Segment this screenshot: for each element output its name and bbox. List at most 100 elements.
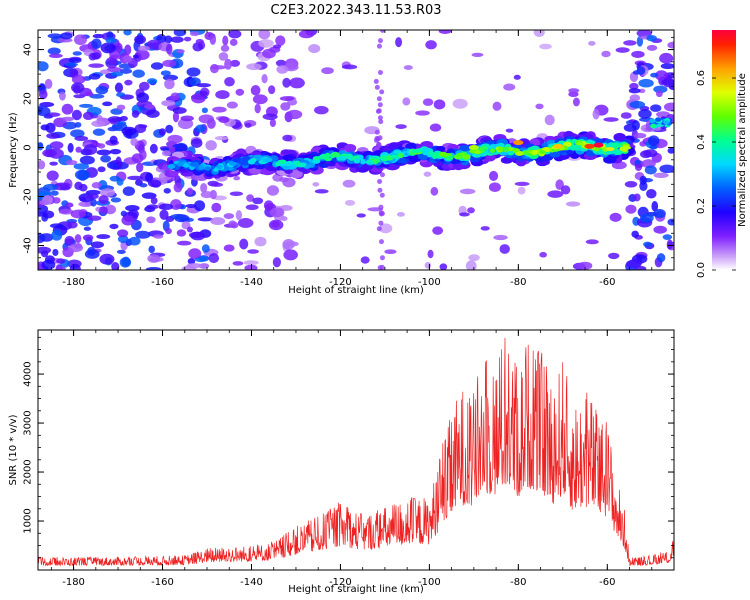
noise-blob bbox=[185, 203, 197, 208]
noise-blob bbox=[633, 132, 647, 139]
noise-blob bbox=[58, 208, 74, 215]
signal-peak bbox=[513, 140, 524, 146]
noise-blob bbox=[650, 72, 659, 78]
snr-frame bbox=[37, 329, 675, 571]
noise-blob bbox=[425, 40, 437, 50]
noise-blob bbox=[125, 204, 140, 212]
noise-blob bbox=[49, 141, 64, 150]
noise-blob bbox=[88, 63, 104, 68]
noise-blob bbox=[220, 44, 230, 52]
noise-blob bbox=[75, 146, 82, 153]
noise-blob bbox=[68, 243, 84, 253]
noise-blob bbox=[565, 201, 581, 207]
noise-blob bbox=[379, 192, 385, 198]
noise-blob bbox=[666, 239, 673, 250]
noise-blob bbox=[92, 128, 106, 136]
noise-blob bbox=[188, 77, 201, 87]
noise-blob bbox=[52, 248, 59, 257]
noise-blob bbox=[52, 197, 61, 204]
noise-blob bbox=[49, 161, 58, 166]
noise-blob bbox=[128, 236, 141, 246]
noise-blob bbox=[98, 195, 109, 205]
noise-blob bbox=[198, 114, 214, 124]
noise-blob bbox=[123, 30, 132, 36]
noise-blob bbox=[452, 98, 468, 109]
noise-blob bbox=[109, 223, 119, 230]
noise-blob bbox=[378, 204, 384, 210]
noise-blob bbox=[181, 265, 197, 270]
noise-blob bbox=[146, 216, 156, 224]
colorbar-label: Normalized spectral amplitude bbox=[737, 73, 748, 227]
noise-blob bbox=[639, 175, 647, 186]
noise-blob bbox=[218, 52, 229, 61]
noise-blob bbox=[56, 258, 66, 264]
noise-blob bbox=[86, 193, 99, 200]
noise-blob bbox=[653, 85, 668, 94]
noise-blob bbox=[55, 266, 66, 270]
signal-blob bbox=[398, 153, 404, 159]
noise-blob bbox=[99, 188, 116, 197]
noise-blob bbox=[505, 128, 514, 133]
noise-blob bbox=[176, 240, 192, 246]
noise-blob bbox=[373, 78, 379, 84]
noise-blob bbox=[46, 170, 59, 181]
noise-blob bbox=[160, 70, 171, 76]
signal-blob bbox=[189, 162, 198, 167]
noise-blob bbox=[422, 98, 434, 106]
noise-blob bbox=[49, 223, 64, 229]
noise-blob bbox=[64, 62, 78, 67]
noise-blob bbox=[201, 107, 208, 114]
noise-blob bbox=[84, 91, 94, 97]
colorbar: 0.0 0.2 0.4 0.6 Normalized spectral amplitu… bbox=[696, 30, 748, 278]
snr-x-ticks: -180 -160 -140 -120 -100 -80 -60 bbox=[50, 330, 675, 588]
snr-x-tick-label: -60 bbox=[599, 577, 615, 588]
noise-blob bbox=[659, 164, 674, 174]
noise-blob bbox=[96, 149, 112, 156]
noise-blob bbox=[459, 212, 470, 217]
noise-blob bbox=[223, 213, 235, 219]
noise-blob bbox=[115, 156, 122, 168]
noise-blob bbox=[195, 38, 204, 44]
noise-blob bbox=[173, 30, 187, 37]
signal-blob bbox=[347, 155, 354, 161]
noise-blob bbox=[107, 59, 117, 65]
noise-blob bbox=[374, 129, 380, 135]
noise-blob bbox=[188, 248, 202, 259]
signal-blob bbox=[371, 159, 381, 164]
noise-blob bbox=[100, 42, 116, 54]
noise-blob bbox=[121, 256, 131, 267]
snr-panel: -180 -160 -140 -120 -100 -80 -60 1000 2000 3000 4… bbox=[8, 329, 675, 595]
noise-blob bbox=[298, 30, 315, 39]
noise-blob bbox=[636, 30, 652, 38]
noise-blob bbox=[539, 251, 547, 258]
noise-blob bbox=[620, 112, 632, 119]
noise-blob bbox=[480, 226, 490, 231]
noise-blob bbox=[196, 83, 212, 88]
noise-blob bbox=[262, 48, 276, 59]
snr-y-tick-label: 3000 bbox=[23, 410, 34, 435]
noise-blob bbox=[377, 187, 383, 193]
noise-blob bbox=[314, 189, 329, 194]
noise-blob bbox=[165, 124, 174, 134]
noise-blob bbox=[643, 241, 652, 248]
noise-blob bbox=[116, 92, 126, 98]
noise-blob bbox=[403, 65, 413, 71]
spectrogram-y-tick-label: -20 bbox=[23, 188, 34, 204]
colorbar-tick-label: 0.6 bbox=[696, 70, 707, 86]
noise-blob bbox=[377, 178, 383, 184]
signal-blob bbox=[228, 160, 235, 166]
signal-blob bbox=[289, 169, 303, 179]
noise-blob bbox=[212, 106, 227, 113]
noise-blob bbox=[43, 183, 59, 191]
signal-blob bbox=[278, 159, 287, 164]
signal-blob bbox=[204, 166, 211, 171]
noise-blob bbox=[218, 116, 230, 123]
noise-blob bbox=[229, 191, 243, 196]
snr-y-ticks: 1000 2000 3000 4000 bbox=[23, 336, 674, 571]
noise-blob bbox=[127, 175, 143, 181]
noise-blob bbox=[499, 244, 510, 254]
noise-blob bbox=[115, 42, 123, 53]
noise-blob bbox=[244, 264, 258, 270]
noise-blob bbox=[78, 103, 94, 108]
